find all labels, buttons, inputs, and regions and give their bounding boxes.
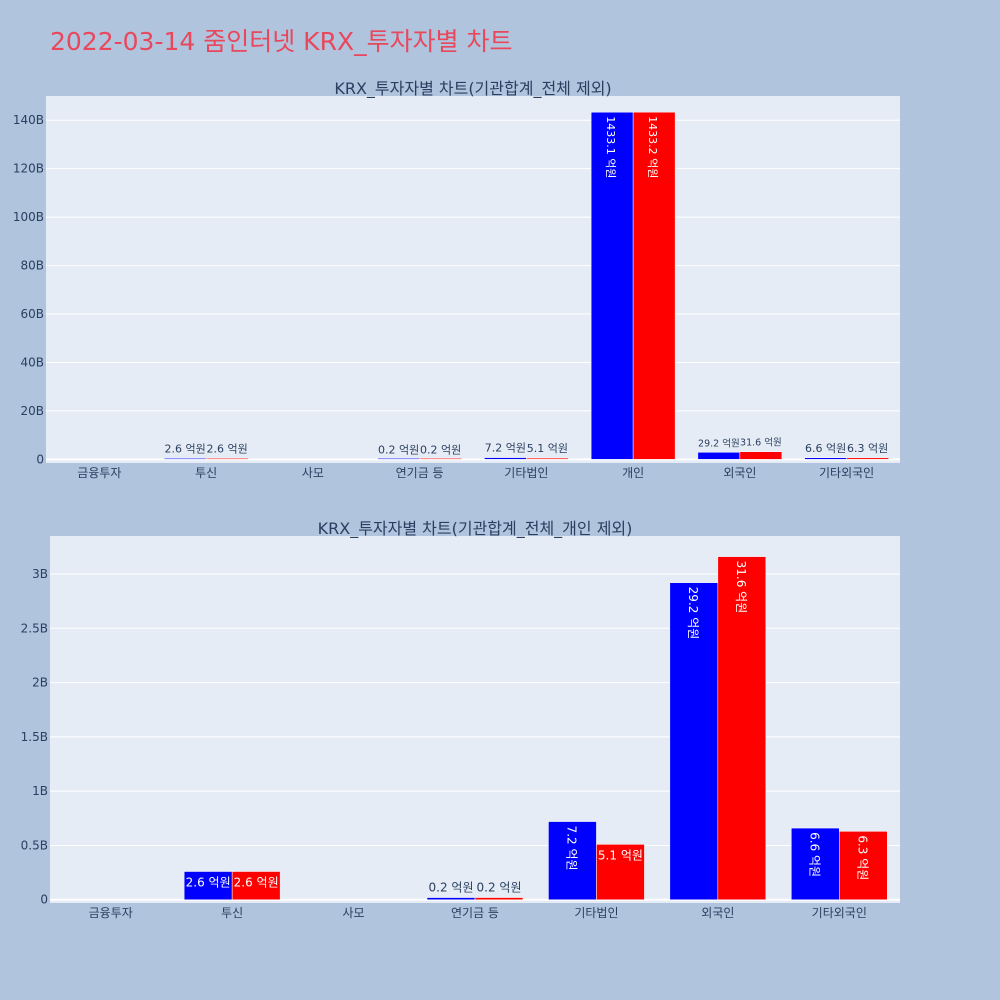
data-label: 2.6 억원: [186, 876, 231, 890]
x-tick-label: 금융투자: [77, 466, 121, 480]
bar: [596, 844, 645, 900]
plot-area: [46, 96, 900, 463]
data-label: 2.6 억원: [234, 876, 279, 890]
data-label: 6.6 억원: [807, 832, 821, 877]
y-tick-label: 0.5B: [21, 838, 48, 852]
data-label: 5.1 억원: [598, 848, 643, 862]
chart-2: 0 0.5B 1B 1.5B 2B 2.5B 3B KRX_투자자별 차트(기관합계_전체_개…: [21, 519, 900, 920]
x-tick-label: 기타법인: [574, 906, 618, 920]
bar: [484, 457, 527, 460]
chart-title: KRX_투자자별 차트(기관합계_전체_개인 제외): [318, 519, 633, 539]
data-label: 31.6 억원: [734, 561, 748, 614]
data-label: 0.2 억원: [477, 881, 522, 895]
bar: [426, 897, 476, 900]
bar: [804, 457, 847, 460]
bar: [163, 458, 207, 460]
data-label: 7.2 억원: [564, 826, 578, 871]
data-label: 5.1 억원: [527, 442, 568, 455]
data-label: 6.3 억원: [855, 835, 869, 880]
data-label: 29.2 억원: [686, 587, 700, 640]
plot-area: [50, 536, 900, 903]
bar: [697, 452, 741, 460]
bar: [632, 111, 676, 460]
x-tick-label: 기타외국인: [819, 466, 874, 480]
y-tick-label: 1B: [32, 784, 48, 798]
data-label: 29.2 억원: [698, 437, 740, 449]
y-tick-label: 120B: [13, 162, 44, 176]
y-tick-label: 40B: [20, 355, 44, 369]
x-tick-label: 연기금 등: [451, 906, 499, 920]
y-tick-label: 20B: [20, 404, 44, 418]
data-label: 0.2 억원: [378, 443, 419, 456]
data-label: 7.2 억원: [485, 442, 526, 455]
bar: [717, 556, 767, 900]
x-tick-label: 기타외국인: [812, 906, 867, 920]
x-tick-label: 사모: [302, 466, 324, 480]
data-label: 1433.2 억원: [646, 116, 659, 178]
bar: [669, 582, 719, 900]
y-tick-label: 0: [36, 452, 44, 466]
bar: [739, 451, 783, 460]
data-label: 0.2 억원: [429, 881, 474, 895]
x-tick-label: 사모: [343, 906, 365, 920]
y-tick-label: 60B: [20, 307, 44, 321]
bar: [526, 457, 569, 460]
x-tick-label: 금융투자: [89, 906, 133, 920]
bar: [590, 111, 634, 460]
data-label: 2.6 억원: [207, 443, 248, 456]
x-tick-label: 기타법인: [504, 466, 548, 480]
x-tick-label: 연기금 등: [396, 466, 444, 480]
x-tick-label: 외국인: [701, 906, 734, 920]
y-tick-label: 3B: [32, 567, 48, 581]
bar: [839, 831, 888, 900]
chart-1: 0 20B 40B 60B 80B 100B 120B 140B KRX_투자자별 차트(기관합…: [13, 79, 900, 480]
y-tick-label: 2.5B: [21, 621, 48, 635]
data-label: 6.3 억원: [847, 442, 888, 455]
bar: [231, 871, 281, 900]
bar: [419, 458, 462, 460]
y-tick-label: 100B: [13, 210, 44, 224]
y-tick-label: 140B: [13, 113, 44, 127]
data-label: 6.6 억원: [805, 442, 846, 455]
y-tick-label: 80B: [20, 259, 44, 273]
x-tick-label: 투신: [221, 906, 243, 920]
bar: [474, 897, 524, 900]
x-tick-label: 외국인: [723, 466, 756, 480]
data-label: 2.6 억원: [165, 443, 206, 456]
data-label: 0.2 억원: [420, 443, 461, 456]
y-tick-label: 0: [40, 893, 48, 907]
y-tick-label: 2B: [32, 676, 48, 690]
data-label: 31.6 억원: [740, 437, 782, 449]
data-label: 1433.1 억원: [604, 116, 617, 178]
bar: [205, 458, 249, 460]
y-tick-label: 1.5B: [21, 730, 48, 744]
bar: [377, 458, 420, 460]
bar: [846, 457, 889, 460]
page-title: 2022-03-14 줌인터넷 KRX_투자자별 차트: [50, 27, 513, 56]
x-tick-label: 투신: [195, 466, 217, 480]
bar: [183, 871, 233, 900]
x-tick-label: 개인: [622, 466, 644, 480]
chart-title: KRX_투자자별 차트(기관합계_전체 제외): [334, 79, 611, 99]
